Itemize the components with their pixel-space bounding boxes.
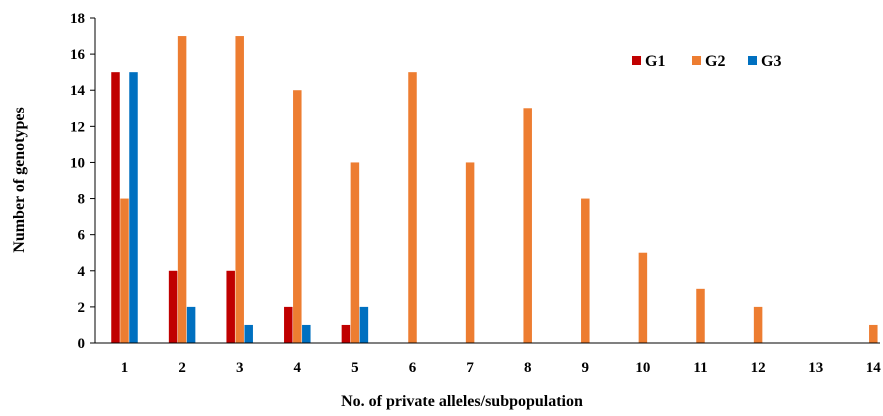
y-tick-label: 14: [70, 83, 86, 99]
x-tick-label: 3: [236, 360, 244, 376]
x-tick-label: 1: [121, 360, 129, 376]
x-tick-label: 6: [409, 360, 417, 376]
bar-g2-2: [177, 36, 187, 344]
bar-g3-3: [244, 324, 253, 343]
y-tick-label: 0: [78, 336, 86, 352]
y-tick-label: 2: [78, 300, 86, 316]
x-axis-ticks: 1 2 3 4 5 6 7 8 9 10 11 12 13 14: [121, 360, 882, 376]
x-tick-label: 12: [751, 360, 766, 376]
bar-g1-1: [111, 72, 120, 344]
legend-swatch-g1: [632, 56, 641, 65]
y-tick-label: 6: [78, 228, 86, 244]
x-tick-label: 14: [866, 360, 882, 376]
x-tick-label: 11: [693, 360, 707, 376]
bar-g2-12: [753, 306, 763, 343]
bar-g3-2: [186, 306, 196, 343]
bar-g2-3: [235, 36, 244, 344]
x-tick-label: 9: [582, 360, 590, 376]
x-axis-title: No. of private alleles/subpopulation: [341, 393, 583, 410]
legend-swatch-g2: [692, 56, 701, 65]
bar-g2-8: [523, 108, 532, 343]
y-axis-ticks: 0 2 4 6 8 10 12 14 16 18: [70, 11, 95, 352]
x-tick-label: 5: [351, 360, 359, 376]
bar-g2-14: [869, 324, 878, 343]
bar-g2-7: [465, 162, 475, 343]
x-tick-label: 10: [635, 360, 650, 376]
bar-g1-4: [284, 306, 293, 343]
legend-swatch-g3: [748, 56, 757, 65]
bar-g2-5: [350, 162, 360, 343]
bar-g2-4: [293, 90, 302, 343]
bar-g2-6: [408, 72, 417, 344]
y-tick-label: 10: [70, 155, 85, 171]
y-tick-label: 8: [78, 192, 86, 208]
y-tick-label: 16: [70, 47, 86, 63]
bar-g3-4: [302, 324, 311, 343]
bar-g2-9: [581, 198, 590, 343]
x-tick-label: 8: [524, 360, 532, 376]
bars: [111, 36, 878, 344]
x-tick-label: 13: [808, 360, 823, 376]
bar-g1-3: [226, 270, 235, 343]
x-tick-label: 2: [178, 360, 186, 376]
x-tick-label: 4: [294, 360, 302, 376]
y-tick-label: 18: [70, 11, 85, 27]
bar-g3-1: [129, 72, 138, 344]
bar-g1-5: [341, 324, 351, 343]
bar-g2-1: [120, 198, 129, 343]
bar-g2-11: [696, 288, 705, 343]
y-axis-title: Number of genotypes: [11, 107, 28, 252]
x-tick-label: 7: [466, 360, 474, 376]
bar-g3-5: [359, 306, 369, 343]
legend: G1 G2 G3: [632, 53, 781, 70]
legend-label-g3: G3: [761, 53, 781, 70]
legend-label-g1: G1: [645, 53, 665, 70]
bar-g2-10: [638, 252, 648, 343]
y-tick-label: 4: [78, 264, 86, 280]
bar-g1-2: [168, 270, 178, 343]
y-tick-label: 12: [70, 119, 85, 135]
legend-label-g2: G2: [705, 53, 725, 70]
